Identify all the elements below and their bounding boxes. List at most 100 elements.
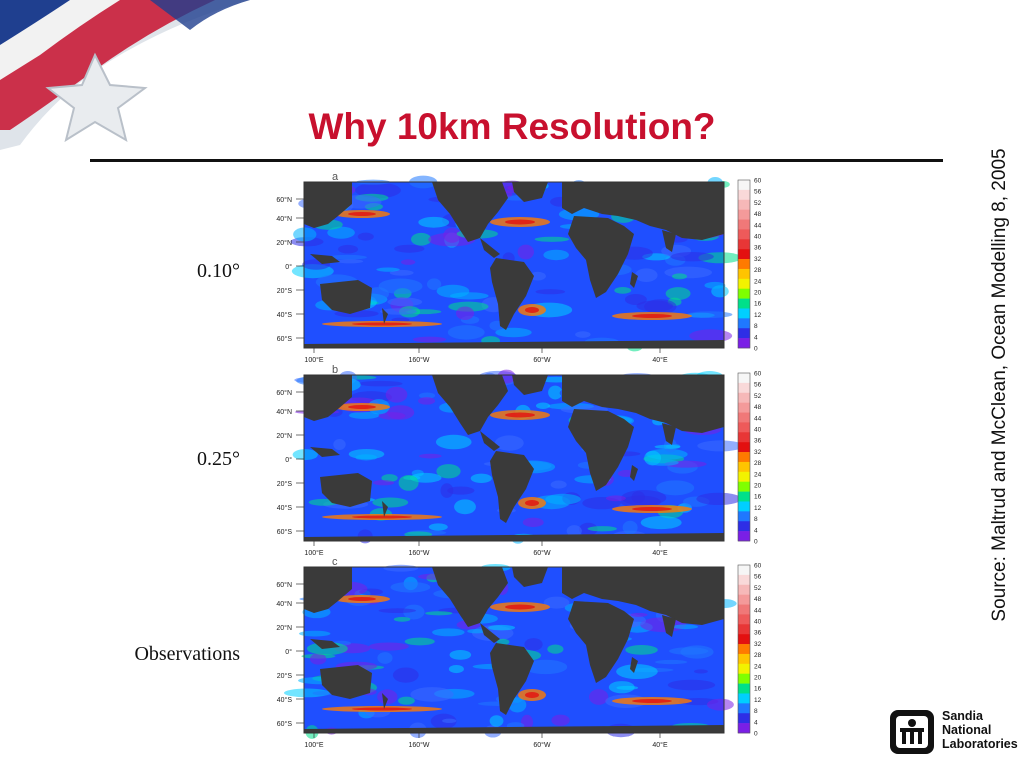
map-panel-c: c 60°N 40°N 20°N 0° 20°S 40°S 60°S 100°E 160°W 60°…	[262, 553, 776, 749]
colorbar-tick-label: 52	[754, 393, 762, 400]
colorbar-tick-label: 36	[754, 630, 762, 637]
colorbar-tick-label: 8	[754, 516, 758, 523]
lat-tick-label: 20°S	[277, 480, 293, 488]
land-masses	[304, 182, 724, 348]
lat-tick-label: 60°S	[277, 335, 293, 343]
eddy-hotspots	[322, 595, 692, 712]
lat-tick-label: 20°N	[276, 432, 292, 440]
colorbar-tick-label: 12	[754, 505, 762, 512]
colorbar-tick-label: 60	[754, 178, 762, 185]
colorbar-tick-label: 24	[754, 471, 762, 478]
colorbar-tick-label: 36	[754, 245, 762, 252]
colorbar-tick-label: 16	[754, 494, 762, 501]
map-svg: a 60°N 40°N 20°N 0° 20°S 40°S 60°S 100°E 160°W 60°…	[276, 171, 762, 364]
lat-tick-label: 20°N	[276, 239, 292, 247]
colorbar-tick-label: 40	[754, 619, 762, 626]
lon-tick-label: 100°E	[304, 549, 323, 557]
colorbar-tick-label: 28	[754, 460, 762, 467]
map-svg: b 60°N 40°N 20°N 0° 20°S 40°S 60°S 100°E 160°W 60°…	[276, 364, 762, 557]
panel-letter: c	[332, 556, 338, 568]
lat-tick-label: 60°N	[276, 196, 292, 204]
lat-tick-label: 40°S	[277, 504, 293, 512]
colorbar-tick-label: 8	[754, 708, 758, 715]
lat-tick-label: 60°S	[277, 528, 293, 536]
lon-tick-label: 100°E	[304, 741, 323, 749]
colorbar-tick-label: 48	[754, 596, 762, 603]
eddy-hotspots	[322, 403, 692, 520]
colorbar-tick-label: 32	[754, 449, 762, 456]
colorbar-tick-label: 24	[754, 278, 762, 285]
lat-tick-label: 40°N	[276, 215, 292, 223]
colorbar-tick-label: 32	[754, 641, 762, 648]
colorbar-tick-label: 44	[754, 222, 762, 229]
lon-tick-label: 40°E	[652, 356, 668, 364]
lat-tick-label: 0°	[285, 456, 292, 464]
land-masses	[304, 567, 724, 733]
colorbar-tick-label: 36	[754, 438, 762, 445]
colorbar-tick-label: 0	[754, 539, 758, 546]
colorbar-tick-label: 52	[754, 200, 762, 207]
colorbar-tick-label: 48	[754, 404, 762, 411]
logo-line-1: Sandia	[942, 709, 983, 723]
row-label-010: 0.10°	[197, 260, 240, 282]
lat-tick-label: 20°N	[276, 624, 292, 632]
lat-tick-label: 0°	[285, 648, 292, 656]
land-masses	[304, 375, 724, 541]
colorbar-tick-label: 8	[754, 323, 758, 330]
colorbar-tick-label: 0	[754, 731, 758, 738]
logo-line-2: National	[942, 723, 992, 737]
colorbar-tick-label: 20	[754, 483, 762, 490]
lat-tick-label: 40°N	[276, 600, 292, 608]
lon-tick-label: 60°W	[533, 549, 551, 557]
flag-star-decoration	[0, 0, 250, 150]
lon-tick-label: 160°W	[408, 549, 429, 557]
lon-tick-label: 100°E	[304, 356, 323, 364]
colorbar-tick-label: 0	[754, 346, 758, 353]
colorbar-tick-label: 28	[754, 652, 762, 659]
colorbar-tick-label: 52	[754, 585, 762, 592]
lat-tick-label: 20°S	[277, 672, 293, 680]
lon-tick-label: 40°E	[652, 549, 668, 557]
eddy-hotspots	[322, 210, 692, 327]
source-citation: Source: Maltrud and McClean, Ocean Model…	[989, 148, 1010, 622]
lat-tick-label: 40°S	[277, 696, 293, 704]
row-label-observations: Observations	[134, 643, 240, 665]
lat-tick-label: 40°S	[277, 311, 293, 319]
map-svg: c 60°N 40°N 20°N 0° 20°S 40°S 60°S 100°E 160°W 60°…	[276, 556, 762, 749]
title-divider	[90, 159, 943, 162]
colorbar-tick-label: 44	[754, 415, 762, 422]
colorbar-tick-label: 40	[754, 427, 762, 434]
map-panel-a: a 60°N 40°N 20°N 0° 20°S 40°S 60°S 100°E 160°W 60°…	[262, 168, 776, 364]
colorbar-tick-label: 60	[754, 563, 762, 570]
colorbar-tick-label: 4	[754, 334, 758, 341]
colorbar-tick-label: 20	[754, 290, 762, 297]
colorbar-tick-label: 56	[754, 574, 762, 581]
lon-tick-label: 40°E	[652, 741, 668, 749]
colorbar-tick-label: 24	[754, 663, 762, 670]
lon-tick-label: 60°W	[533, 741, 551, 749]
colorbar-tick-label: 56	[754, 382, 762, 389]
lon-tick-label: 60°W	[533, 356, 551, 364]
colorbar-tick-label: 12	[754, 697, 762, 704]
colorbar-tick-label: 56	[754, 189, 762, 196]
colorbar-tick-label: 4	[754, 527, 758, 534]
lat-tick-label: 60°N	[276, 581, 292, 589]
lat-tick-label: 20°S	[277, 287, 293, 295]
lat-tick-label: 60°N	[276, 389, 292, 397]
lat-tick-label: 40°N	[276, 408, 292, 416]
panel-letter: a	[332, 171, 339, 183]
map-frame	[303, 566, 725, 734]
row-label-025: 0.25°	[197, 448, 240, 470]
colorbar-tick-label: 4	[754, 719, 758, 726]
colorbar-tick-label: 60	[754, 371, 762, 378]
lon-tick-label: 160°W	[408, 741, 429, 749]
colorbar-tick-label: 28	[754, 267, 762, 274]
colorbar-tick-label: 16	[754, 686, 762, 693]
slide-title: Why 10km Resolution?	[308, 106, 716, 147]
colorbar-tick-label: 32	[754, 256, 762, 263]
lon-tick-label: 160°W	[408, 356, 429, 364]
colorbar-tick-label: 20	[754, 675, 762, 682]
logo-text: Sandia National Laboratories	[942, 709, 1018, 751]
